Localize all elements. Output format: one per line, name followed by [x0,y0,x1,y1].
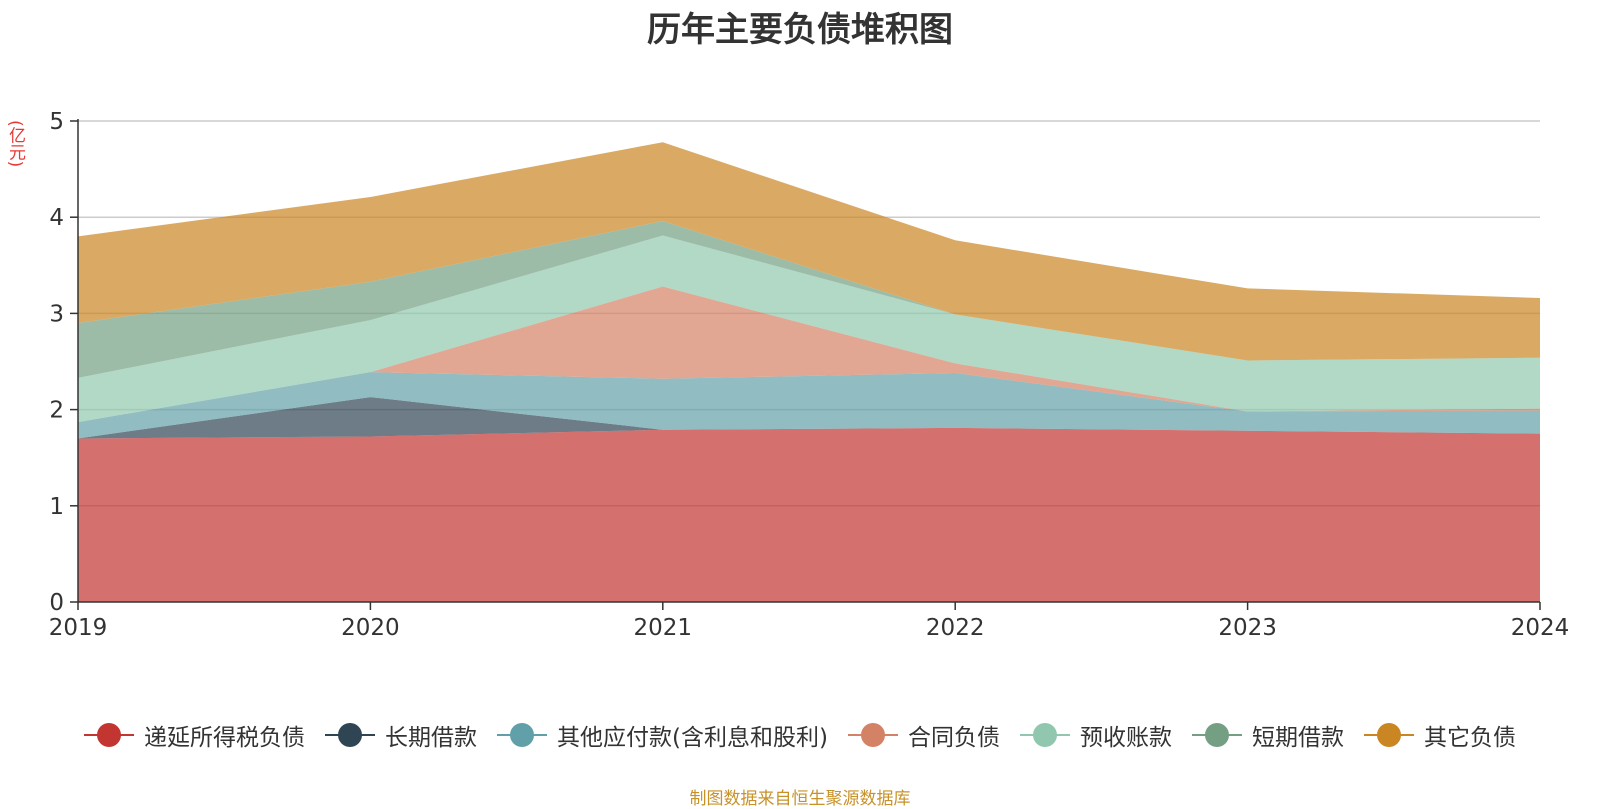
legend-label: 长期借款 [385,725,478,751]
legend-label: 其它负债 [1423,725,1516,751]
legend-label: 预收账款 [1079,725,1172,751]
legend-item[interactable]: 其它负债 [1363,718,1516,752]
chart-title: 历年主要负债堆积图 [647,10,953,50]
legend-item[interactable]: 其他应付款(含利息和股利) [497,718,828,752]
legend-label: 其他应付款(含利息和股利) [557,725,828,751]
area-series-3 [78,372,1540,439]
legend-label: 递延所得税负债 [144,725,306,751]
legend-marker-icon [325,722,376,748]
legend-item[interactable]: 预收账款 [1019,718,1172,752]
legend-item[interactable]: 递延所得税负债 [84,718,305,752]
axes: 0 1 2 3 4 5 2019 2020 2021 2022 2023 2024 [49,109,1570,641]
area-series-1 [78,427,1540,602]
y-tick-label: 1 [49,494,64,520]
area-series-4 [78,286,1540,423]
legend-marker-icon [847,722,898,748]
area-series [78,142,1540,602]
source-note: 制图数据来自恒生聚源数据库 [689,789,911,809]
area-series-2 [78,397,1540,439]
x-tick-label: 2022 [926,615,985,641]
area-series-6 [78,221,1540,378]
y-tick-label: 4 [49,205,64,231]
legend-marker-icon [1363,722,1414,748]
x-tick-label: 2021 [634,615,693,641]
legend-marker-icon [84,722,135,748]
y-tick-label: 5 [49,109,64,135]
legend-marker-icon [497,722,548,748]
x-tick-label: 2019 [49,615,108,641]
legend-label: 合同负债 [907,725,1000,751]
legend-item[interactable]: 短期借款 [1191,718,1344,752]
area-series-7 [78,142,1540,361]
legend-item[interactable]: 合同负债 [847,718,1000,752]
y-tick-label: 0 [49,590,64,616]
x-tick-label: 2020 [341,615,400,641]
legend-label: 短期借款 [1251,725,1344,751]
x-tick-label: 2024 [1511,615,1570,641]
legend-marker-icon [1191,722,1242,748]
legend-marker-icon [1019,722,1070,748]
legend: 递延所得税负债 长期借款 其他应付款(含利息和股利) 合同负债 预收账款 短期借款 其它负债 [0,718,1600,752]
legend-item[interactable]: 长期借款 [325,718,477,752]
area-series-5 [78,235,1540,423]
y-axis-unit-label: (亿元) [5,120,25,168]
y-tick-label: 3 [49,301,64,327]
x-tick-label: 2023 [1218,615,1277,641]
y-tick-label: 2 [49,398,64,424]
